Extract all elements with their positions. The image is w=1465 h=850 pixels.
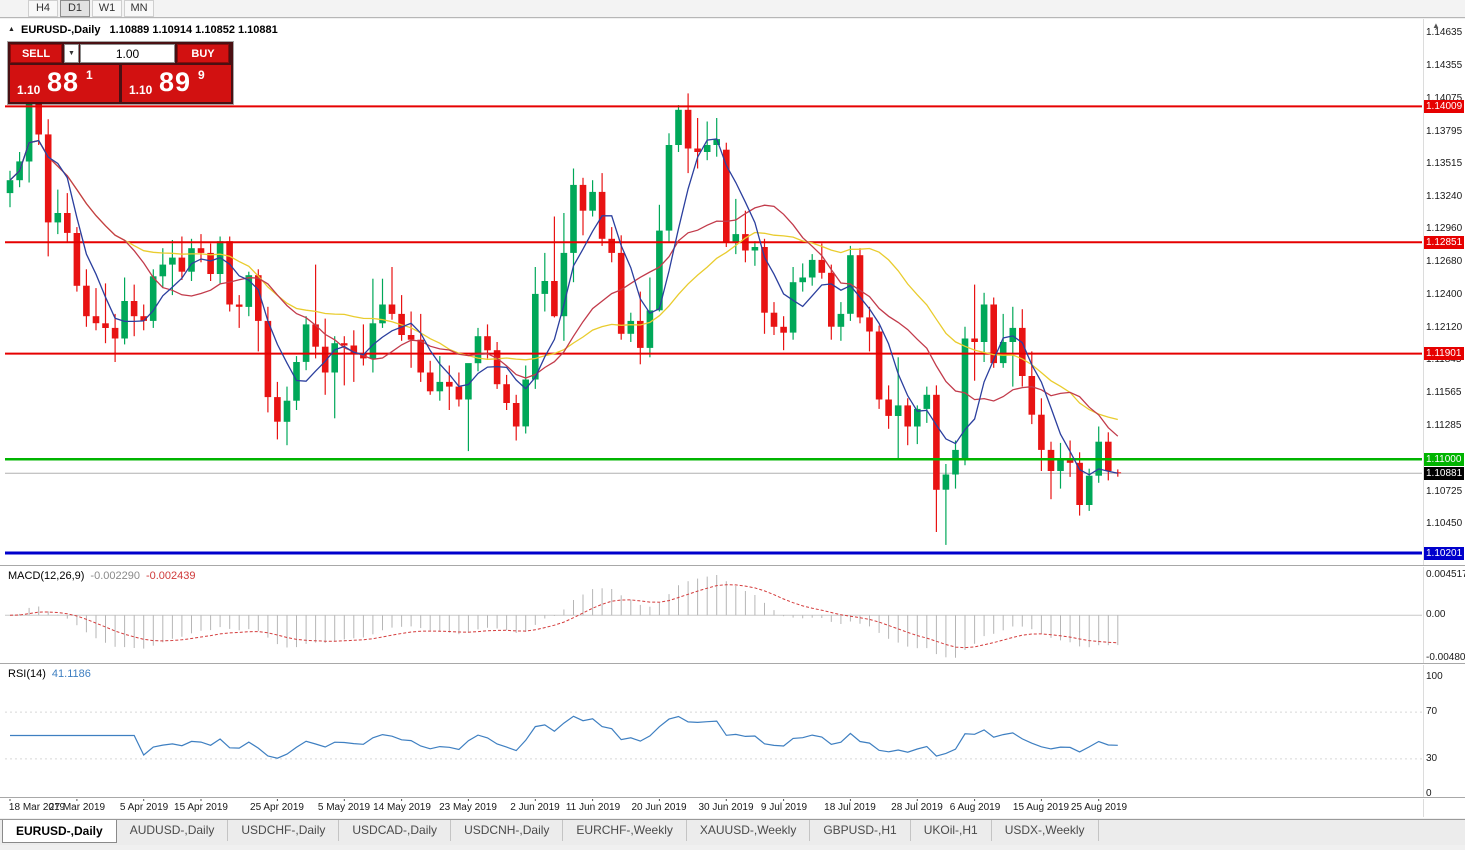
sell-button[interactable]: SELL [10, 44, 62, 63]
tab-xauusd-weekly[interactable]: XAUUSD-,Weekly [687, 820, 811, 841]
tab-usdchf-daily[interactable]: USDCHF-,Daily [228, 820, 340, 841]
bid-price-big-digits: 88 [47, 67, 80, 97]
support-resistance-lines[interactable] [5, 105, 1422, 555]
timeframe-d1-button[interactable]: D1 [60, 0, 90, 17]
symbol-tab-bar: EURUSD-,Daily AUDUSD-,Daily USDCHF-,Dail… [0, 819, 1465, 845]
price-axis-separator [1423, 19, 1424, 817]
timeframe-w1-button[interactable]: W1 [92, 0, 122, 17]
timeframe-mn-button[interactable]: MN [124, 0, 154, 17]
macd-indicator-label: MACD(12,26,9) -0.002290 -0.002439 [8, 570, 196, 582]
moving-averages [9, 138, 1119, 476]
time-axis-separator [0, 797, 1465, 798]
tab-usdcnh-daily[interactable]: USDCNH-,Daily [451, 820, 564, 841]
autoscroll-marker-icon[interactable]: ▲ [1432, 21, 1440, 30]
chart-symbol-label: EURUSD-,Daily [21, 24, 101, 36]
tab-usdcad-daily[interactable]: USDCAD-,Daily [339, 820, 452, 841]
volume-dropdown-button[interactable]: ▼ [64, 44, 79, 63]
macd-plot [5, 575, 1422, 658]
ask-price-prefix: 1.10 [129, 83, 153, 97]
bid-price-prefix: 1.10 [17, 83, 41, 97]
tab-usdx-weekly[interactable]: USDX-,Weekly [992, 820, 1099, 841]
chart-background [0, 19, 1465, 818]
tab-eurusd-daily[interactable]: EURUSD-,Daily [2, 820, 117, 843]
timeframe-h4-button[interactable]: H4 [28, 0, 58, 17]
rsi-value: 41.1186 [51, 668, 91, 680]
volume-input[interactable] [80, 44, 175, 63]
bid-price-pip-digit: 1 [86, 68, 93, 82]
one-click-buy-price[interactable]: 1.10 89 9 [122, 65, 231, 102]
one-click-sell-price[interactable]: 1.10 88 1 [10, 65, 119, 102]
macd-signal-value: -0.002439 [145, 570, 196, 582]
one-click-trading-panel: SELL ▼ BUY 1.10 88 1 1.10 89 9 [8, 42, 233, 104]
buy-button[interactable]: BUY [177, 44, 229, 63]
timeframe-toolbar: H4 D1 W1 MN [0, 0, 1465, 18]
ask-price-big-digits: 89 [159, 67, 192, 97]
tab-eurchf-weekly[interactable]: EURCHF-,Weekly [563, 820, 687, 841]
tab-audusd-daily[interactable]: AUDUSD-,Daily [117, 820, 229, 841]
macd-main-value: -0.002290 [90, 570, 140, 582]
rsi-panel-separator[interactable] [0, 663, 1465, 664]
rsi-indicator-label: RSI(14) 41.1186 [8, 668, 91, 680]
macd-name: MACD(12,26,9) [8, 570, 85, 582]
tab-gbpusd-h1[interactable]: GBPUSD-,H1 [810, 820, 911, 841]
rsi-plot [5, 711, 1422, 760]
chart-symbol-marker-icon: ▲ [8, 26, 15, 33]
ask-price-pip-digit: 9 [198, 68, 205, 82]
chart-ohlc-values: 1.10889 1.10914 1.10852 1.10881 [109, 24, 278, 36]
chart-title: ▲ EURUSD-,Daily 1.10889 1.10914 1.10852 … [8, 24, 278, 36]
macd-panel-separator[interactable] [0, 565, 1465, 566]
rsi-name: RSI(14) [8, 668, 46, 680]
tab-ukoil-h1[interactable]: UKOil-,H1 [911, 820, 992, 841]
